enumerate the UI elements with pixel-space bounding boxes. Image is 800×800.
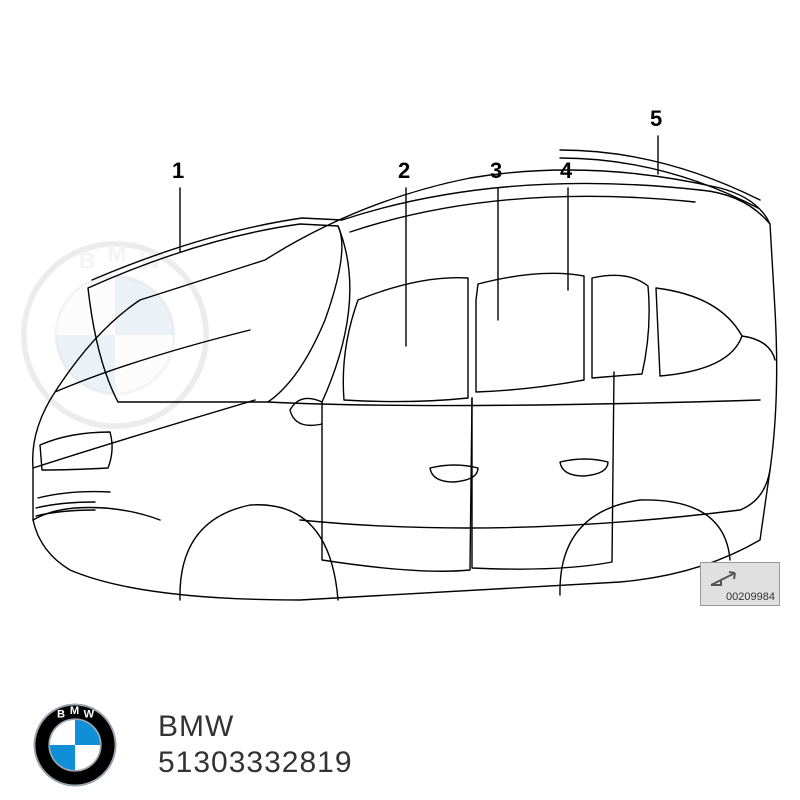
brand-logo: B M W [32,702,118,788]
svg-text:B: B [57,708,65,720]
callout-3: 3 [490,158,502,184]
footer: B M W BMW 51303332819 [0,690,800,800]
callout-5: 5 [650,106,662,132]
brand-label: BMW [158,710,353,744]
part-text: BMW 51303332819 [158,710,353,780]
callout-1: 1 [172,158,184,184]
callout-4: 4 [560,158,572,184]
page-frame: B M W [0,0,800,800]
svg-text:M: M [70,705,79,717]
diagram-area: B M W [0,0,800,670]
vehicle-line-drawing [0,0,800,670]
bmw-roundel-icon: B M W [32,702,118,788]
reference-code-box: 00209984 [700,562,780,606]
svg-text:W: W [84,708,95,720]
callout-2: 2 [398,158,410,184]
part-number: 51303332819 [158,746,353,780]
reference-arrow-icon [707,567,743,591]
reference-code-text: 00209984 [726,591,775,603]
